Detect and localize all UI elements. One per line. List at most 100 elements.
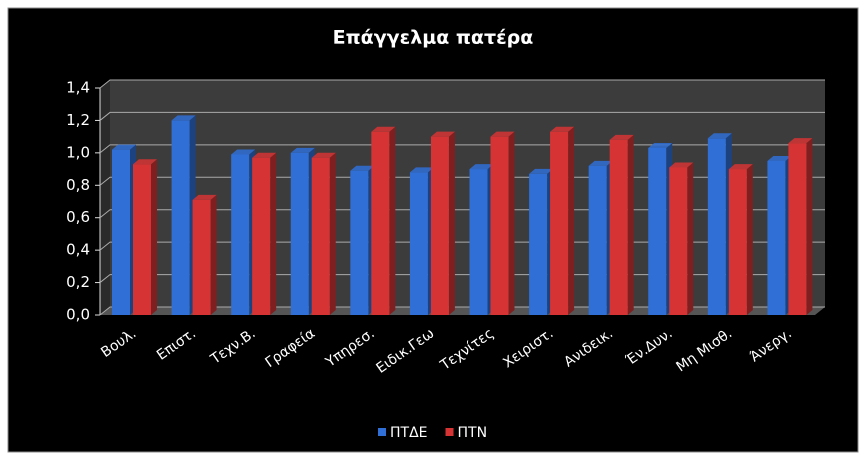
bar-side: [746, 164, 753, 315]
bar-top: [311, 152, 336, 158]
bar-front: [112, 149, 130, 315]
y-tick-label: 0,2: [66, 273, 90, 291]
y-tick-label: 1,2: [66, 111, 90, 129]
legend-label: ΠΤΔΕ: [390, 425, 428, 441]
bar-front: [311, 157, 330, 315]
bar-top: [252, 152, 277, 158]
bar: [290, 147, 315, 315]
bar-front: [648, 147, 667, 315]
bar-side: [151, 159, 157, 315]
bar: [112, 144, 136, 315]
bar-front: [192, 199, 211, 315]
bar-front: [469, 169, 488, 315]
bar: [550, 126, 575, 316]
bar: [409, 167, 434, 315]
y-tick-label: 1,0: [66, 143, 90, 161]
bar-front: [171, 120, 190, 315]
grid-line: [99, 306, 825, 316]
bar: [311, 152, 336, 315]
bar-side: [687, 162, 694, 315]
grid-line: [99, 176, 825, 186]
bar-top: [609, 134, 634, 140]
bar: [252, 152, 277, 315]
bar-top: [112, 144, 136, 150]
bar-side: [270, 152, 277, 315]
bar-side: [508, 131, 515, 315]
bar-side: [627, 134, 634, 315]
bar-side: [806, 138, 813, 315]
bar-top: [133, 159, 157, 165]
bar-front: [788, 143, 807, 315]
back-wall: [110, 80, 825, 307]
bar-front: [707, 138, 726, 315]
bar-front: [371, 131, 390, 315]
bar: [788, 138, 813, 315]
bar: [609, 134, 634, 315]
legend-swatch: [445, 428, 454, 436]
bar-front: [728, 169, 747, 315]
bar-top: [409, 167, 434, 173]
floor: [100, 307, 825, 315]
grid-line: [99, 111, 825, 121]
bar-top: [707, 133, 732, 139]
y-tick-label: 1,4: [66, 79, 90, 97]
bar: [133, 159, 157, 315]
bar-front: [490, 136, 509, 315]
chart-title: Επάγγελμα πατέρα: [333, 27, 534, 49]
bar-front: [350, 170, 369, 315]
bar: [469, 164, 494, 315]
bar-side: [329, 152, 336, 315]
bar-side: [389, 126, 396, 316]
bar: [588, 160, 613, 315]
grid-line: [99, 79, 825, 89]
bar-front: [252, 157, 271, 315]
bar-front: [588, 165, 607, 315]
bar: [490, 131, 515, 315]
bar-top: [767, 155, 792, 161]
bar-top: [350, 165, 375, 171]
side-wall: [100, 80, 110, 315]
bar-top: [788, 138, 813, 144]
bar-top: [728, 164, 753, 170]
bar: [648, 142, 673, 315]
bar-front: [609, 139, 628, 315]
bar-top: [490, 131, 515, 137]
bar-side: [448, 131, 455, 315]
bar-front: [231, 154, 250, 315]
bar-front: [430, 136, 449, 315]
y-tick-label: 0,8: [66, 176, 90, 194]
grid-line: [99, 209, 825, 219]
bar-front: [133, 164, 151, 315]
grid-line: [99, 144, 825, 154]
bar-front: [290, 152, 309, 315]
bar: [669, 162, 694, 315]
bar-top: [529, 168, 554, 174]
bar-front: [550, 131, 569, 315]
bar-front: [409, 172, 428, 315]
bar-side: [210, 194, 217, 315]
bar-front: [669, 167, 688, 315]
bar-top: [371, 126, 396, 132]
bar: [171, 115, 196, 315]
bar-top: [469, 164, 494, 170]
bar: [430, 131, 455, 315]
bar-front: [529, 173, 548, 315]
grid-line: [99, 241, 825, 251]
bar-top: [430, 131, 455, 137]
bar: [350, 165, 375, 315]
bar-top: [669, 162, 694, 168]
bar-top: [550, 126, 575, 132]
bar: [529, 168, 554, 315]
bar-top: [648, 142, 673, 148]
bar-top: [231, 149, 256, 155]
bar-top: [171, 115, 196, 121]
bar: [728, 164, 753, 315]
y-tick-label: 0,0: [66, 306, 90, 324]
bar-top: [588, 160, 613, 166]
legend-swatch: [378, 428, 386, 436]
grid-line: [99, 274, 825, 283]
bar: [707, 133, 732, 315]
bar-top: [290, 147, 315, 153]
bar-side: [568, 126, 575, 316]
